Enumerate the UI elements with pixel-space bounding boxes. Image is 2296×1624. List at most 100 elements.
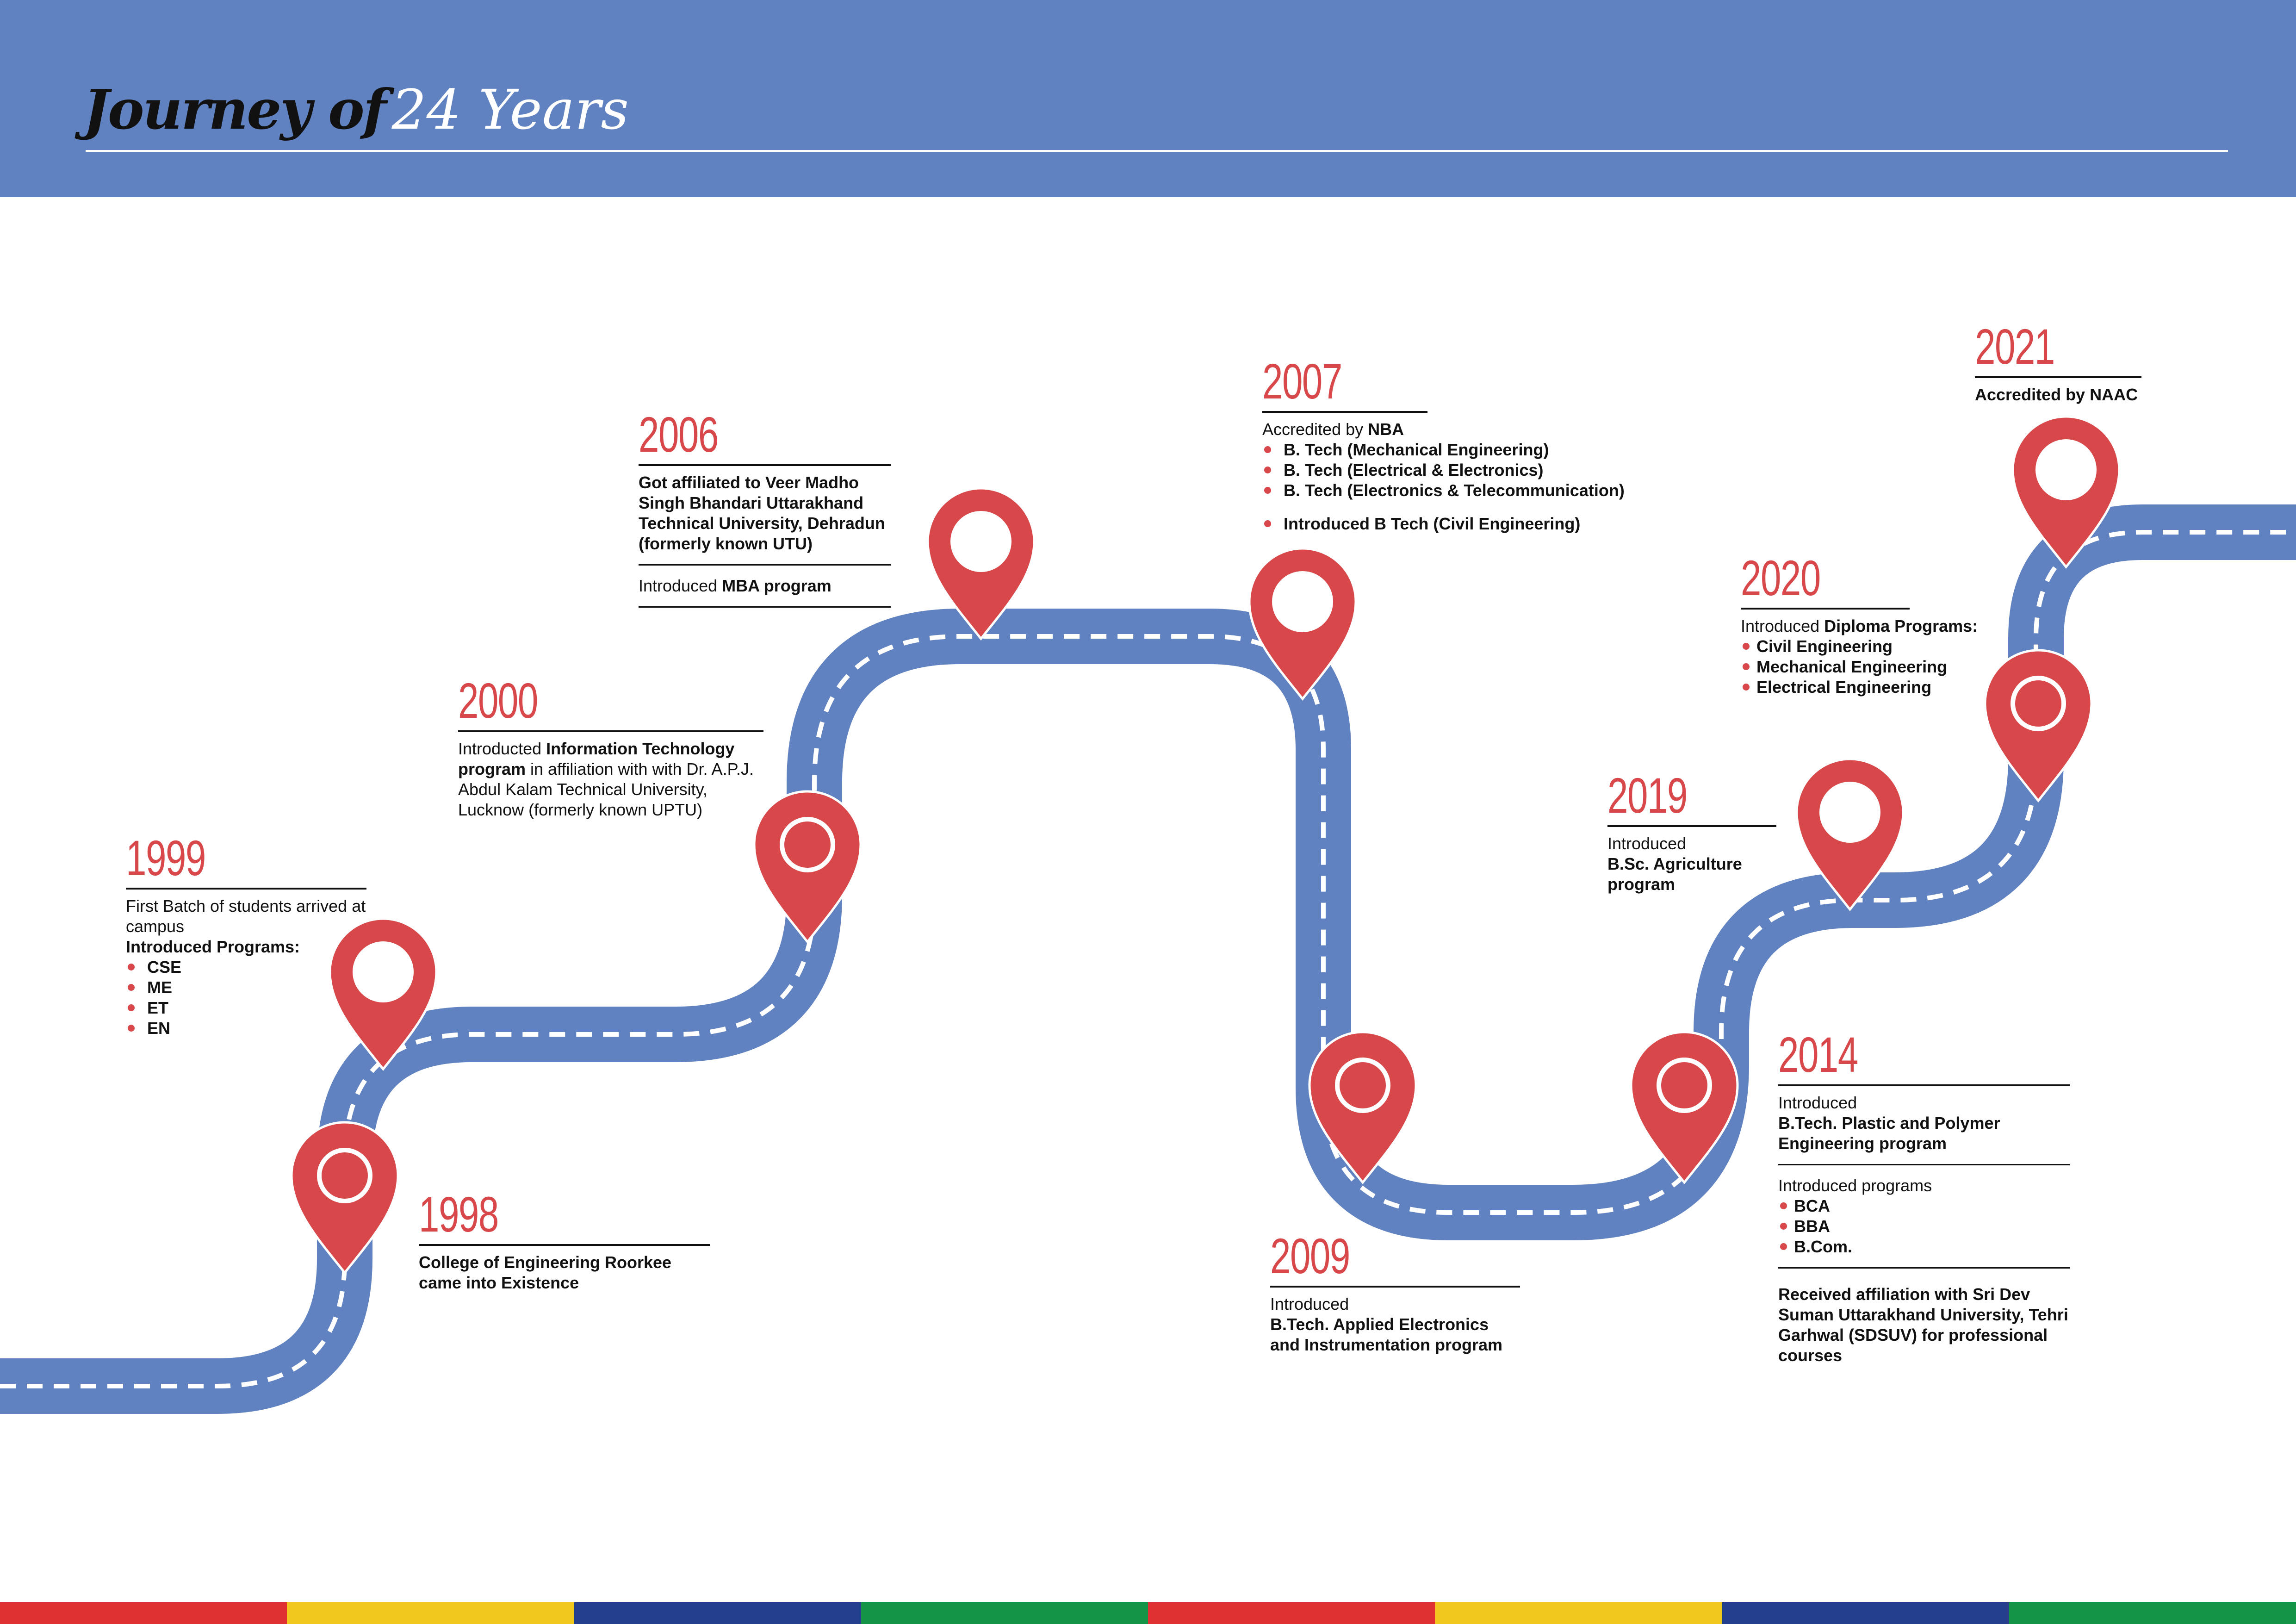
program-list: BCA BBA B.Com.	[1778, 1196, 2070, 1257]
event-text-post: in affiliation with with Dr. A.P.J. Abdu…	[458, 759, 754, 819]
title-bold: Journey of	[83, 77, 386, 142]
year-label: 2021	[1975, 318, 2055, 374]
introduced-list: Introduced B Tech (Civil Engineering)	[1262, 514, 1669, 534]
pin-1998	[292, 1122, 398, 1273]
program-list: CSE ME ET EN	[126, 957, 366, 1039]
event-rule	[1262, 411, 1427, 413]
event-2006: 2006 Got affiliated to Veer Madho Singh …	[639, 410, 891, 618]
list-item: BBA	[1778, 1216, 2070, 1237]
list-item: Mechanical Engineering	[1741, 657, 2000, 677]
list-item: Civil Engineering	[1741, 636, 2000, 657]
header-divider	[86, 150, 2228, 152]
year-label: 2019	[1607, 767, 1688, 823]
event-text-pre: Accredited by	[1262, 420, 1368, 439]
event-text-bold: B.Tech. Applied Electronics and Instrume…	[1270, 1315, 1503, 1354]
event-text: Introduced	[1270, 1294, 1349, 1313]
year-label: 2006	[639, 406, 719, 462]
footer-stripe-green	[861, 1602, 1148, 1624]
event-2000: 2000 Introducted Information Technology …	[458, 676, 763, 820]
footer-color-stripe	[0, 1602, 2296, 1624]
year-label: 2009	[1270, 1228, 1350, 1284]
event-text: Introduced	[1607, 834, 1687, 853]
event-text: Introduced programs	[1778, 1176, 1932, 1195]
program-list: Civil Engineering Mechanical Engineering…	[1741, 636, 2000, 697]
event-separator	[1778, 1267, 2070, 1269]
list-item: Introduced B Tech (Civil Engineering)	[1262, 514, 1669, 534]
list-item: EN	[126, 1018, 366, 1039]
event-text: First Batch of students arrived at campu…	[126, 896, 366, 936]
event-rule	[126, 888, 366, 890]
pin-2014	[1631, 1032, 1738, 1182]
event-text-pre: Introduced	[639, 576, 722, 595]
event-text-pre: Introducted	[458, 739, 546, 758]
event-separator	[639, 606, 891, 608]
event-separator	[639, 564, 891, 566]
pin-2009	[1309, 1032, 1416, 1182]
event-text: Got affiliated to Veer Madho Singh Bhand…	[639, 473, 885, 553]
event-text: College of Engineering Roorkee came into…	[419, 1253, 672, 1292]
event-text: Introduced	[1778, 1093, 1857, 1112]
event-rule	[1741, 608, 1910, 610]
footer-stripe-blue	[1722, 1602, 2009, 1624]
event-text-bold: B.Sc. Agriculture program	[1607, 854, 1742, 894]
pin-2007	[1249, 548, 1356, 699]
event-text-bold: B.Tech. Plastic and Polymer Engineering …	[1778, 1114, 2000, 1153]
list-item: ET	[126, 998, 366, 1018]
list-item: ME	[126, 977, 366, 998]
footer-stripe-red	[0, 1602, 287, 1624]
footer-stripe-red	[1148, 1602, 1435, 1624]
year-label: 2014	[1778, 1027, 1858, 1083]
page-title: Journey of 24 Years	[83, 82, 629, 137]
event-2009: 2009 Introduced B.Tech. Applied Electron…	[1270, 1231, 1520, 1355]
event-rule	[458, 730, 763, 732]
event-rule	[419, 1244, 710, 1246]
event-1999: 1999 First Batch of students arrived at …	[126, 833, 366, 1039]
accreditation-list: B. Tech (Mechanical Engineering) B. Tech…	[1262, 440, 1669, 501]
title-light: 24 Years	[391, 78, 629, 142]
year-label: 1998	[419, 1186, 499, 1242]
event-2021: 2021 Accredited by NAAC	[1975, 322, 2141, 405]
pin-2021	[2013, 417, 2119, 567]
event-text-bold: Received affiliation with Sri Dev Suman …	[1778, 1285, 2068, 1365]
pin-2006	[928, 488, 1034, 639]
event-rule	[1607, 825, 1776, 827]
year-label: 2020	[1741, 550, 1821, 606]
event-rule	[1270, 1286, 1520, 1288]
header-banner: Journey of 24 Years	[0, 0, 2296, 197]
event-text-bold: NBA	[1368, 420, 1404, 439]
pin-1999	[330, 919, 436, 1069]
list-item: B. Tech (Electronics & Telecommunication…	[1262, 480, 1669, 501]
event-2007: 2007 Accredited by NBA B. Tech (Mechanic…	[1262, 356, 1669, 534]
pin-2000	[754, 791, 861, 942]
event-text: Accredited by NAAC	[1975, 385, 2138, 404]
event-subheading: Introduced Programs:	[126, 937, 300, 956]
list-item: B.Com.	[1778, 1237, 2070, 1257]
footer-stripe-blue	[574, 1602, 861, 1624]
year-label: 1999	[126, 830, 206, 886]
year-label: 2000	[458, 672, 538, 728]
event-text-bold: MBA program	[722, 576, 832, 595]
list-item: BCA	[1778, 1196, 2070, 1216]
pin-2020	[1985, 650, 2091, 801]
year-label: 2007	[1262, 353, 1342, 409]
event-rule	[1975, 376, 2141, 378]
event-rule	[1778, 1084, 2070, 1086]
road-centerline	[0, 530, 2296, 1388]
event-text-pre: Introduced	[1741, 616, 1824, 635]
event-1998: 1998 College of Engineering Roorkee came…	[419, 1189, 710, 1293]
event-text-bold: Diploma Programs:	[1824, 616, 1978, 635]
footer-stripe-yellow	[1435, 1602, 1722, 1624]
footer-stripe-yellow	[287, 1602, 574, 1624]
event-rule	[639, 464, 891, 466]
event-2014: 2014 Introduced B.Tech. Plastic and Poly…	[1778, 1030, 2070, 1366]
event-separator	[1778, 1164, 2070, 1165]
list-item: B. Tech (Mechanical Engineering)	[1262, 440, 1669, 460]
list-item: Electrical Engineering	[1741, 677, 2000, 697]
list-item: B. Tech (Electrical & Electronics)	[1262, 460, 1669, 480]
event-2020: 2020 Introduced Diploma Programs: Civil …	[1741, 553, 2000, 697]
event-2019: 2019 Introduced B.Sc. Agriculture progra…	[1607, 771, 1776, 895]
footer-stripe-green	[2009, 1602, 2296, 1624]
list-item: CSE	[126, 957, 366, 977]
pin-2019	[1797, 759, 1903, 909]
